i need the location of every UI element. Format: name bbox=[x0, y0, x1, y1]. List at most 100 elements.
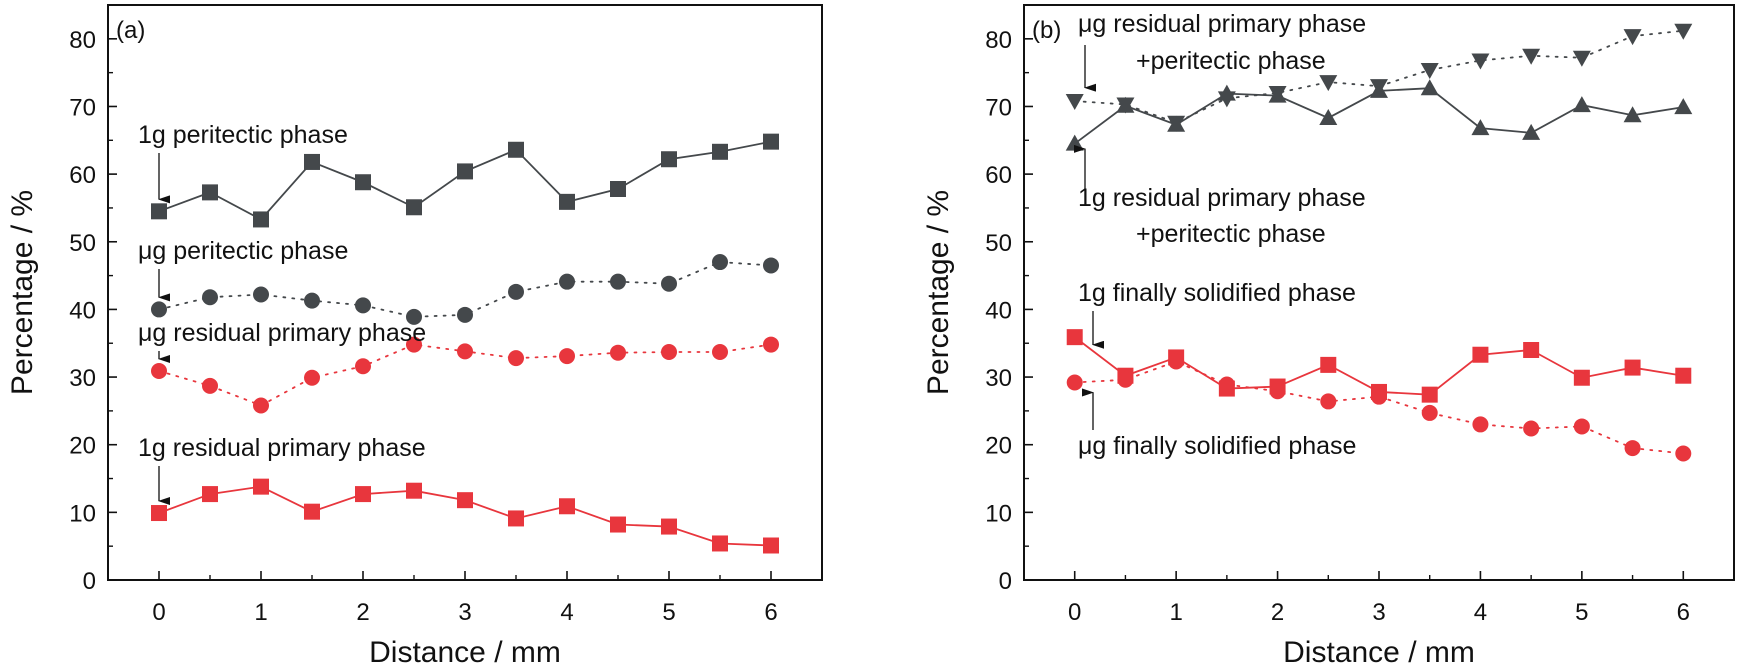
data-point-circle bbox=[1472, 416, 1489, 433]
series-line bbox=[1073, 29, 1685, 124]
data-point-circle bbox=[763, 257, 779, 274]
data-point-triangle-down bbox=[1420, 62, 1439, 79]
data-point-square bbox=[355, 174, 371, 191]
y-tick-label: 60 bbox=[985, 162, 1012, 189]
annotation: 1g peritectic phase bbox=[138, 121, 348, 204]
data-point-square bbox=[406, 482, 422, 499]
data-point-circle bbox=[304, 292, 320, 309]
data-point-triangle-up bbox=[1623, 106, 1642, 123]
data-point-triangle-up bbox=[1420, 79, 1439, 96]
annotation-text: 1g residual primary phase bbox=[138, 434, 426, 462]
data-point-circle bbox=[253, 286, 269, 303]
data-point-circle bbox=[304, 369, 320, 386]
y-tick-label: 50 bbox=[985, 230, 1012, 257]
data-point-square bbox=[610, 181, 626, 197]
data-point-square bbox=[253, 478, 269, 495]
y-tick-label: 10 bbox=[985, 500, 1012, 527]
data-point-square bbox=[1523, 342, 1540, 358]
data-point-square bbox=[457, 163, 473, 180]
x-tick-label: 4 bbox=[560, 599, 573, 626]
data-point-square bbox=[559, 193, 575, 210]
series-1 bbox=[151, 254, 779, 325]
y-tick-label: 60 bbox=[69, 162, 96, 189]
data-point-triangle-up bbox=[1471, 119, 1490, 136]
data-point-circle bbox=[712, 254, 728, 271]
data-point-square bbox=[1472, 346, 1489, 363]
x-tick-label: 4 bbox=[1474, 599, 1487, 626]
data-point-square bbox=[763, 133, 779, 150]
data-point-square bbox=[508, 510, 524, 527]
x-tick-label: 2 bbox=[1271, 599, 1284, 626]
y-tick-label: 0 bbox=[83, 568, 96, 595]
data-point-circle bbox=[1675, 445, 1692, 462]
data-point-square bbox=[1066, 329, 1083, 346]
data-point-triangle-up bbox=[1116, 96, 1135, 113]
annotation-text: 1g residual primary phase bbox=[1078, 184, 1366, 212]
data-point-circle bbox=[457, 306, 473, 323]
annotation-text: +peritectic phase bbox=[1136, 220, 1326, 248]
data-point-triangle-down bbox=[1319, 75, 1338, 92]
panel-b: 0 10 20 30 40 50 60 70 80 0 1 2 3 4 5 6 Distance / mm Per… bbox=[922, 4, 1735, 669]
data-point-circle bbox=[508, 283, 524, 300]
data-point-circle bbox=[559, 348, 575, 365]
data-point-square bbox=[253, 211, 269, 228]
data-point-circle bbox=[1421, 404, 1438, 421]
data-point-triangle-up bbox=[1674, 98, 1693, 115]
data-point-triangle-up bbox=[1522, 123, 1541, 140]
series-0 bbox=[151, 133, 779, 228]
data-point-circle bbox=[151, 362, 167, 379]
data-point-circle bbox=[1320, 393, 1337, 410]
data-point-circle bbox=[1269, 383, 1286, 400]
data-point-circle bbox=[1573, 418, 1590, 435]
data-point-triangle-down bbox=[1674, 23, 1693, 40]
data-point-square bbox=[1675, 367, 1692, 384]
annotation: 1g residual primary phase +peritectic pha… bbox=[1074, 144, 1366, 248]
y-tick-label: 30 bbox=[985, 365, 1012, 392]
x-tick-label: 2 bbox=[356, 599, 369, 626]
data-point-circle bbox=[151, 301, 167, 318]
data-point-square bbox=[202, 486, 218, 503]
x-tick-label: 3 bbox=[458, 599, 471, 626]
data-point-square bbox=[1573, 369, 1590, 386]
annotation-text: μg peritectic phase bbox=[138, 237, 348, 265]
data-point-triangle-down bbox=[1065, 94, 1084, 111]
y-tick-label: 70 bbox=[69, 94, 96, 121]
data-point-square bbox=[712, 143, 728, 160]
annotation-text: 1g peritectic phase bbox=[138, 121, 348, 149]
data-point-circle bbox=[610, 344, 626, 361]
data-point-triangle-up bbox=[1370, 81, 1388, 98]
y-tick-label: 30 bbox=[69, 365, 96, 392]
data-point-square bbox=[406, 199, 422, 216]
data-point-circle bbox=[559, 273, 575, 290]
data-point-square bbox=[304, 153, 320, 170]
data-point-circle bbox=[763, 336, 779, 353]
data-point-triangle-up bbox=[1217, 84, 1236, 101]
annotation: 1g finally solidified phase bbox=[1078, 279, 1356, 349]
series-2 bbox=[151, 336, 779, 414]
data-point-triangle-up bbox=[1268, 86, 1287, 103]
data-point-circle bbox=[712, 344, 728, 361]
data-point-triangle-up bbox=[1167, 115, 1186, 132]
data-point-square bbox=[151, 505, 167, 522]
data-point-circle bbox=[661, 344, 677, 361]
data-point-triangle-up bbox=[1319, 108, 1338, 125]
x-tick-label: 1 bbox=[1169, 599, 1182, 626]
panel-a: 0 10 20 30 40 50 60 70 80 0 1 2 3 4 5 6 Distance / mm Per… bbox=[6, 4, 823, 669]
data-point-square bbox=[508, 141, 524, 158]
data-point-square bbox=[1624, 359, 1641, 376]
x-tick-label: 3 bbox=[1372, 599, 1385, 626]
x-tick-label: 5 bbox=[662, 599, 675, 626]
data-point-square bbox=[1320, 356, 1337, 373]
data-point-circle bbox=[457, 343, 473, 360]
annotation: 1g residual primary phase bbox=[138, 434, 426, 506]
data-point-square bbox=[661, 518, 677, 535]
data-point-circle bbox=[355, 358, 371, 375]
x-tick-label: 1 bbox=[254, 599, 267, 626]
annotation: μg residual primary phase bbox=[138, 319, 426, 363]
annotation-text: μg residual primary phase bbox=[138, 319, 426, 347]
x-tick-label: 6 bbox=[764, 599, 777, 626]
y-tick-label: 40 bbox=[985, 297, 1012, 324]
data-point-circle bbox=[1117, 371, 1134, 388]
data-point-circle bbox=[1523, 420, 1540, 437]
